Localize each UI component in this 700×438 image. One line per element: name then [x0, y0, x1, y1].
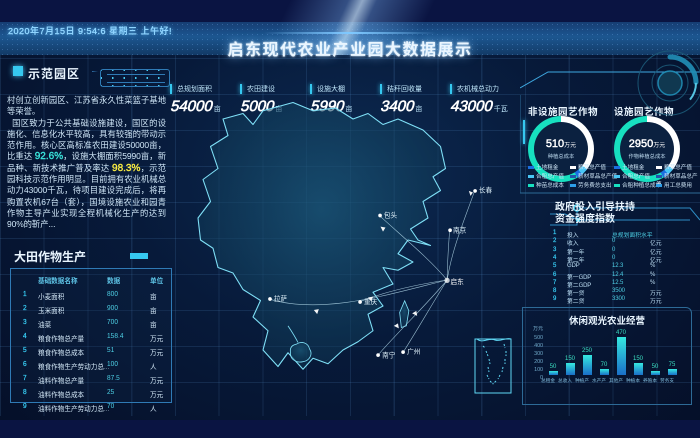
svg-text:包头: 包头 — [384, 211, 398, 220]
svg-text:广州: 广州 — [407, 347, 420, 356]
svg-text:拉萨: 拉萨 — [274, 294, 288, 303]
svg-text:启东: 启东 — [451, 277, 465, 286]
svg-text:长春: 长春 — [479, 186, 493, 195]
svg-text:重庆: 重庆 — [364, 297, 378, 306]
svg-text:南京: 南京 — [453, 226, 467, 235]
svg-text:南宁: 南宁 — [382, 351, 396, 360]
